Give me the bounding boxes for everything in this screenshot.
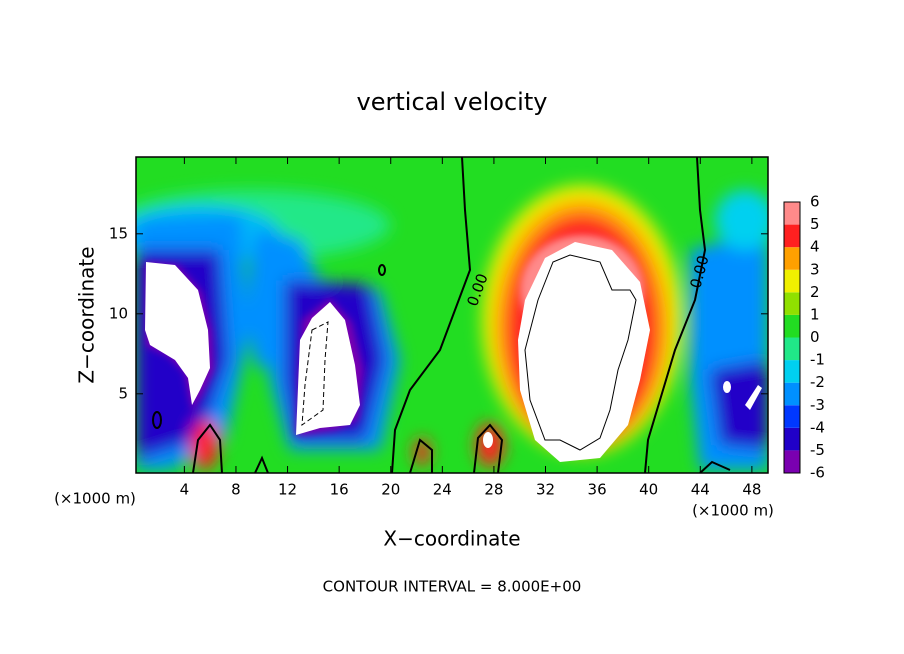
x-tick-label: 24 <box>433 481 452 499</box>
colorbar-label: 0 <box>810 328 820 346</box>
colorbar-label: -4 <box>810 418 825 436</box>
x-unit-label: (×1000 m) <box>692 502 774 520</box>
colorbar-swatch <box>784 427 800 451</box>
x-tick-label: 12 <box>278 481 297 499</box>
colorbar-label: -6 <box>810 464 825 482</box>
x-tick-label: 8 <box>231 481 241 499</box>
x-tick-label: 16 <box>330 481 349 499</box>
colorbar-label: -3 <box>810 396 825 414</box>
x-tick-label: 44 <box>691 481 710 499</box>
y-tick-label: 5 <box>118 384 128 402</box>
y-tick-label: 15 <box>109 224 128 242</box>
x-tick-label: 20 <box>381 481 400 499</box>
colorbar-label: 6 <box>810 193 820 211</box>
colorbar-swatch <box>784 360 800 383</box>
x-axis-label: X−coordinate <box>383 527 520 551</box>
x-tick-label: 36 <box>588 481 607 499</box>
colorbar-swatch <box>784 269 800 293</box>
colorbar-frame <box>783 201 801 474</box>
colorbar-swatch <box>784 382 800 406</box>
colorbar-label: 4 <box>810 238 820 256</box>
colorbar-label: 5 <box>810 215 820 233</box>
colorbar-label: 1 <box>810 305 820 323</box>
plot-frame <box>135 156 769 474</box>
x-tick-label: 48 <box>742 481 761 499</box>
colorbar-swatch <box>784 224 800 248</box>
colorbar-label: 2 <box>810 283 820 301</box>
x-tick-label: 28 <box>484 481 503 499</box>
colorbar-swatch <box>784 450 800 473</box>
colorbar-swatch <box>784 292 800 315</box>
x-tick-label: 4 <box>180 481 190 499</box>
contour-lines <box>152 157 731 473</box>
colorbar-label: -2 <box>810 373 825 391</box>
x-tick-label: 40 <box>639 481 658 499</box>
y-axis-label: Z−coordinate <box>75 246 99 383</box>
contour-interval-note: CONTOUR INTERVAL = 8.000E+00 <box>323 578 582 596</box>
field-extremes <box>145 242 762 462</box>
x-unit-label: (×1000 m) <box>54 490 136 508</box>
chart-title: vertical velocity <box>357 88 548 116</box>
colorbar-label: 3 <box>810 260 820 278</box>
colorbar-swatch <box>784 202 800 225</box>
colorbar-label: -5 <box>810 441 825 459</box>
colorbar-swatch <box>784 405 800 428</box>
y-tick-label: 10 <box>109 304 128 322</box>
colorbar-swatch <box>784 337 800 361</box>
field <box>136 157 768 473</box>
colorbar-swatch <box>784 247 800 270</box>
x-tick-label: 32 <box>536 481 555 499</box>
colorbar-label: -1 <box>810 351 825 369</box>
colorbar-swatch <box>784 314 800 338</box>
